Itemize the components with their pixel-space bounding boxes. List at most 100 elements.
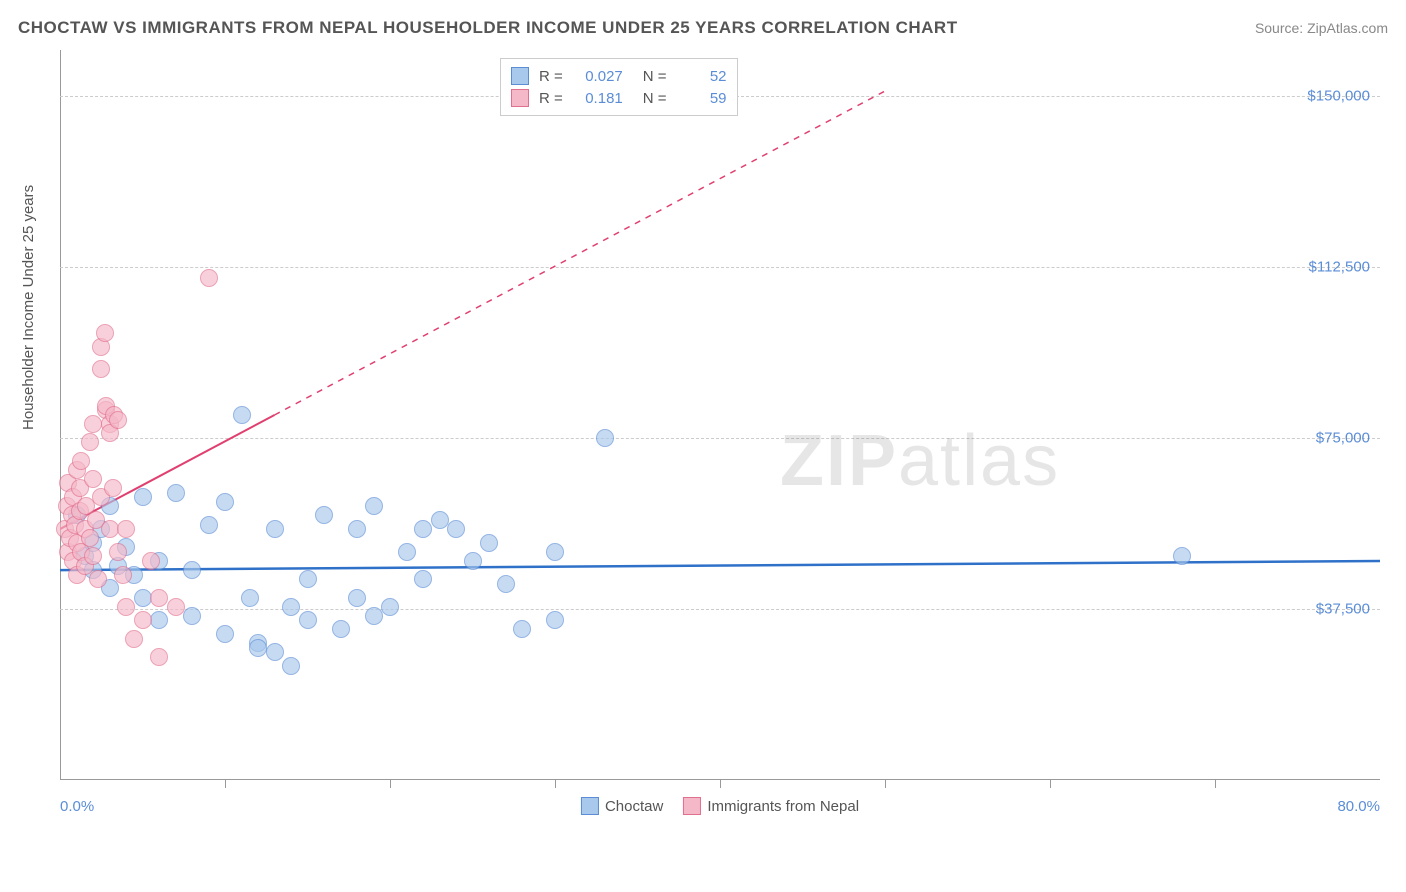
data-point [92,360,110,378]
data-point [513,620,531,638]
stat-row: R = 0.027 N = 52 [511,65,727,87]
data-point [348,589,366,607]
source-attribution: Source: ZipAtlas.com [1255,20,1388,36]
data-point [167,484,185,502]
y-axis-label: Householder Income Under 25 years [20,185,37,430]
x-tick [555,780,556,788]
y-tick-label: $112,500 [1309,258,1370,275]
data-point [104,479,122,497]
series-swatch [511,89,529,107]
x-tick [390,780,391,788]
stat-r-value: 0.181 [573,90,623,107]
data-point [241,589,259,607]
data-point [365,497,383,515]
x-tick [225,780,226,788]
data-point [447,520,465,538]
data-point [101,520,119,538]
data-point [299,611,317,629]
data-point [266,520,284,538]
legend-label: Immigrants from Nepal [707,798,859,815]
data-point [266,643,284,661]
data-point [546,611,564,629]
data-point [398,543,416,561]
y-tick-label: $37,500 [1316,600,1370,617]
legend-label: Choctaw [605,798,663,815]
data-point [109,543,127,561]
chart-plot-area: $37,500$75,000$112,500$150,000 ZIPatlas … [60,50,1380,810]
data-point [134,611,152,629]
data-point [480,534,498,552]
data-point [84,470,102,488]
data-point [81,529,99,547]
grid-line [60,438,1380,439]
data-point [216,625,234,643]
data-point [117,598,135,616]
data-point [365,607,383,625]
data-point [84,415,102,433]
series-swatch [511,67,529,85]
stat-n-value: 52 [677,68,727,85]
data-point [282,598,300,616]
data-point [431,511,449,529]
y-tick-label: $150,000 [1307,87,1370,104]
data-point [249,639,267,657]
x-axis-max-label: 80.0% [1337,798,1380,815]
data-point [89,570,107,588]
trend-lines [60,50,1380,780]
data-point [332,620,350,638]
stat-n-value: 59 [677,90,727,107]
data-point [96,324,114,342]
data-point [114,566,132,584]
data-point [1173,547,1191,565]
stat-n-label: N = [643,68,667,85]
watermark: ZIPatlas [780,420,1060,502]
data-point [125,630,143,648]
data-point [216,493,234,511]
stat-r-label: R = [539,90,563,107]
data-point [381,598,399,616]
stat-r-label: R = [539,68,563,85]
legend-swatch [581,797,599,815]
data-point [142,552,160,570]
data-point [150,648,168,666]
data-point [315,506,333,524]
correlation-stats-box: R = 0.027 N = 52 R = 0.181 N = 59 [500,58,738,116]
grid-line [60,267,1380,268]
data-point [81,433,99,451]
data-point [183,561,201,579]
y-tick-label: $75,000 [1316,429,1370,446]
data-point [200,516,218,534]
data-point [134,488,152,506]
data-point [414,520,432,538]
data-point [84,547,102,565]
x-tick [885,780,886,788]
stat-r-value: 0.027 [573,68,623,85]
data-point [299,570,317,588]
data-point [109,411,127,429]
stat-n-label: N = [643,90,667,107]
data-point [72,452,90,470]
legend-item: Immigrants from Nepal [683,797,859,815]
x-axis-min-label: 0.0% [60,798,94,815]
data-point [348,520,366,538]
data-point [150,589,168,607]
data-point [596,429,614,447]
data-point [150,611,168,629]
data-point [233,406,251,424]
data-point [464,552,482,570]
grid-line [60,609,1380,610]
y-axis-line [60,50,61,780]
data-point [546,543,564,561]
x-tick [1050,780,1051,788]
data-point [497,575,515,593]
x-tick [720,780,721,788]
x-tick [1215,780,1216,788]
chart-title: CHOCTAW VS IMMIGRANTS FROM NEPAL HOUSEHO… [18,18,958,38]
data-point [117,520,135,538]
legend-item: Choctaw [581,797,663,815]
data-point [200,269,218,287]
legend-swatch [683,797,701,815]
legend: Choctaw Immigrants from Nepal [581,797,859,815]
stat-row: R = 0.181 N = 59 [511,87,727,109]
data-point [167,598,185,616]
